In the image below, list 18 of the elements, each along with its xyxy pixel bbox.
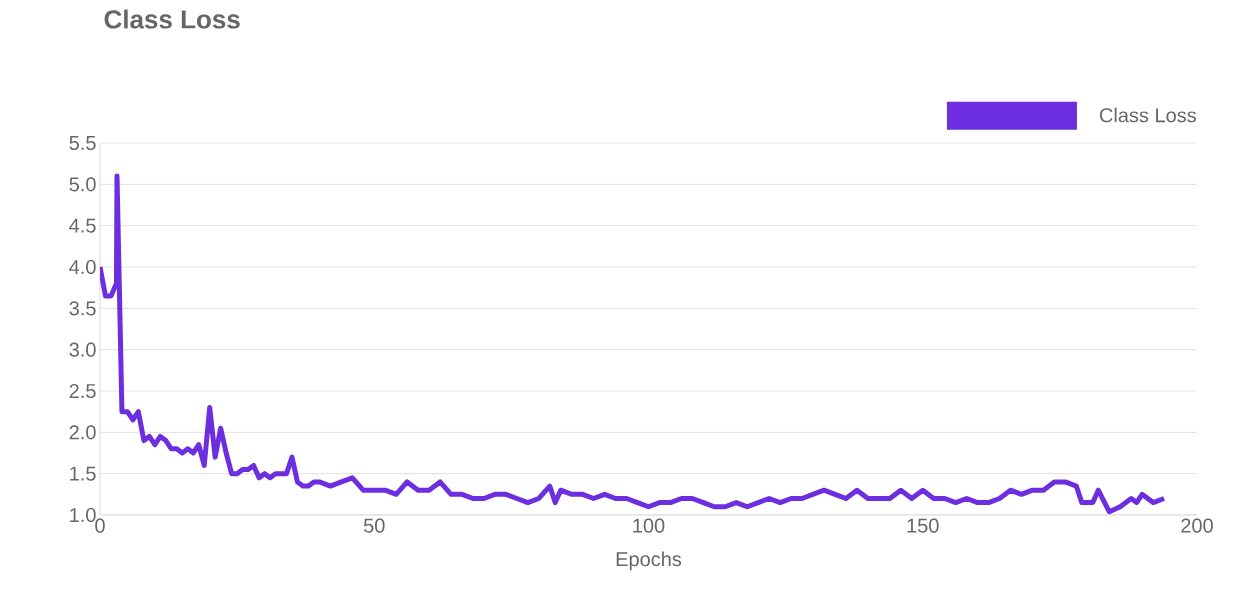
text: Class Loss bbox=[1099, 107, 1196, 123]
y-tick-label: 3.5 bbox=[69, 301, 96, 316]
x-axis-title: Epochs bbox=[616, 551, 682, 571]
y-tick-label: 2.0 bbox=[69, 425, 96, 440]
y-tick-label: 5.5 bbox=[69, 136, 96, 150]
y-tick-label: 2.5 bbox=[69, 383, 96, 399]
x-tick-label: 150 bbox=[907, 518, 939, 533]
x-tick-label: 50 bbox=[363, 518, 385, 533]
y-tick-label: 1.0 bbox=[70, 507, 96, 523]
chart-title: Class Loss bbox=[104, 9, 240, 29]
y-tick-label: 4.0 bbox=[69, 259, 96, 275]
y-tick-label: 4.5 bbox=[69, 218, 96, 233]
y-tick-label: 1.5 bbox=[70, 466, 96, 481]
y-tick-label: 5.0 bbox=[69, 177, 96, 192]
x-tick-label: 200 bbox=[1181, 518, 1213, 533]
x-tick-label: 100 bbox=[633, 518, 665, 533]
y-tick-label: 3.0 bbox=[69, 342, 96, 357]
x-tick-label: 0 bbox=[95, 518, 105, 533]
